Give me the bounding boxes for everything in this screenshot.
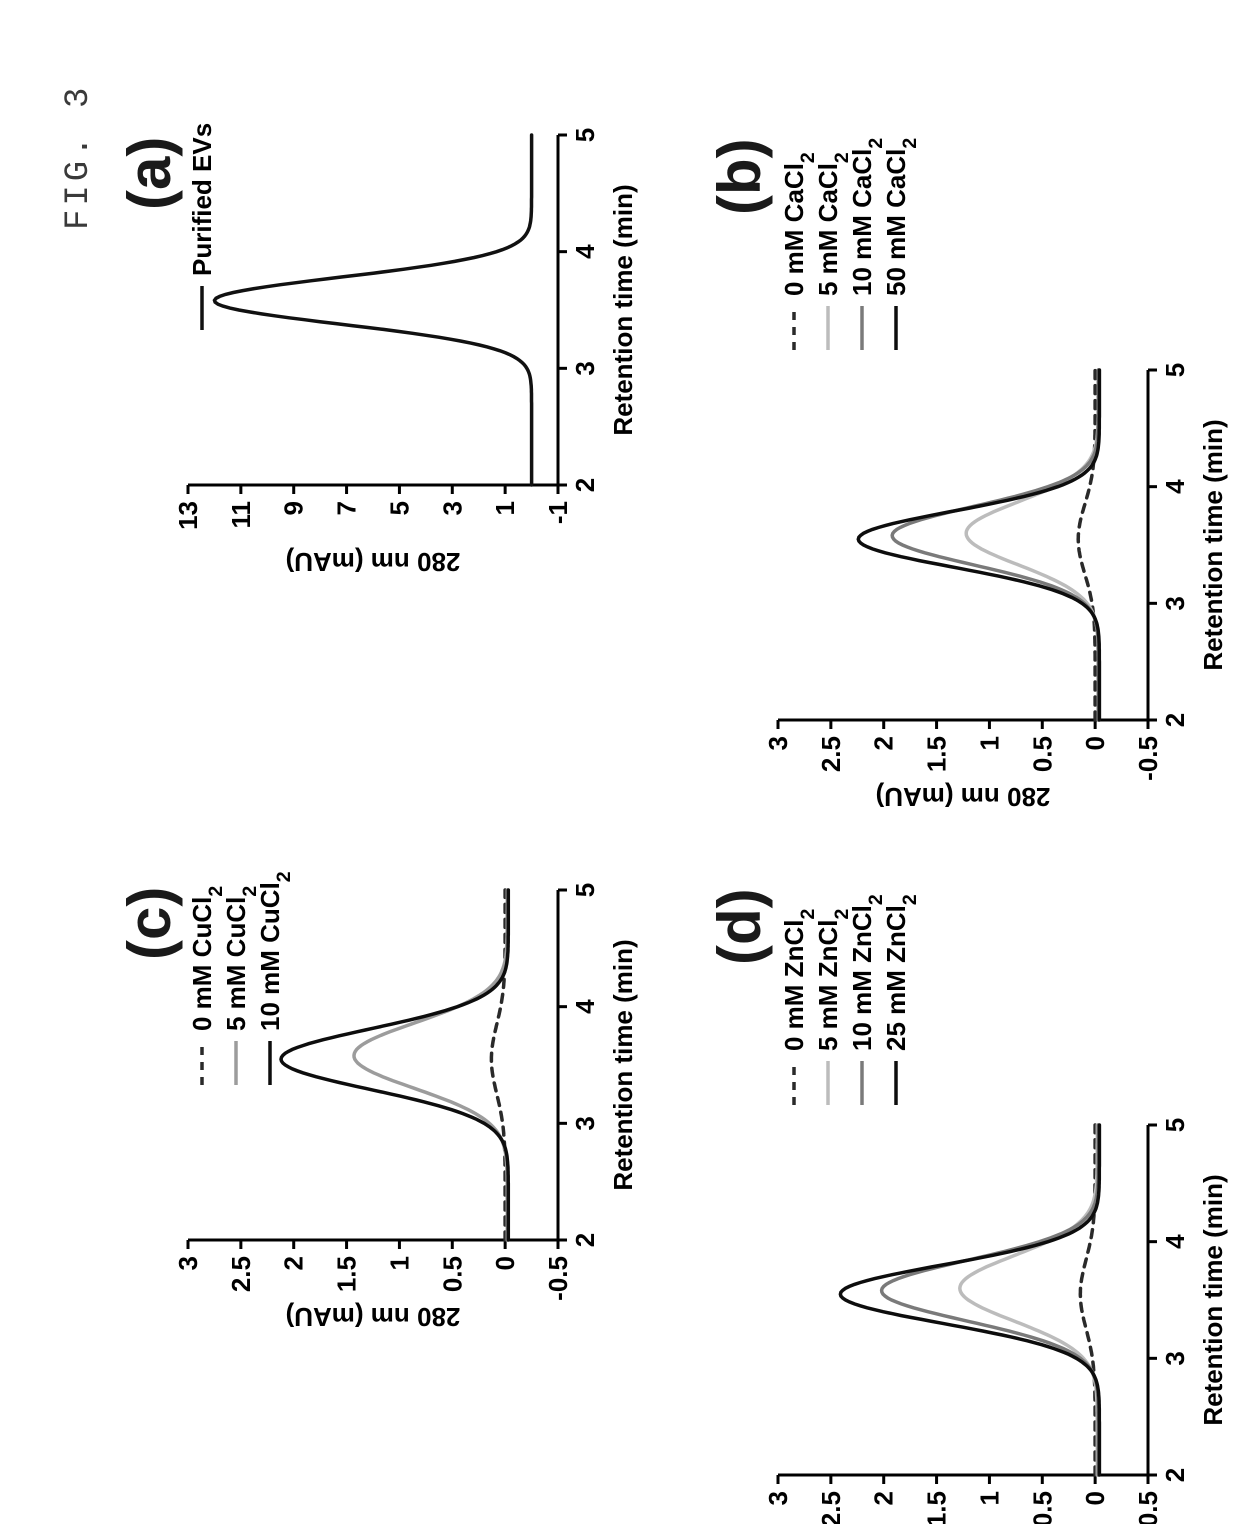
y-tick-label: 1 (974, 1491, 1004, 1505)
series-line-1 (960, 1125, 1098, 1475)
x-tick-label: 5 (1160, 1118, 1190, 1132)
y-tick-label: 2.5 (816, 1491, 846, 1524)
chart-a: -11357911132345280 nm (mAU)Retention tim… (170, 115, 648, 580)
figure-page: FIG. 3 (a) (b) (c) (d) -1135791113234528… (0, 0, 1240, 1524)
y-tick-label: 0 (1080, 736, 1110, 750)
x-tick-label: 2 (570, 1233, 600, 1247)
y-tick-label: -0.5 (1133, 1491, 1163, 1524)
chart-c: -0.5 0 0.5 1 1.5 2 2.5 3 2 3 4 5 280 nm (mAU) Retenti… (170, 870, 648, 1335)
y-tick-label: 1 (384, 1256, 414, 1270)
y-tick-label: 0 (490, 1256, 520, 1270)
chart-svg: -0.5 0 0.5 1 1.5 2 2.5 3 2 3 4 5 280 nm (mAU) Retenti… (760, 115, 1238, 815)
y-tick-label: 1.5 (922, 736, 952, 772)
y-tick-label: 2 (869, 1491, 899, 1505)
y-tick-label: 2 (869, 736, 899, 750)
y-tick-label: 7 (332, 501, 362, 515)
y-tick-label: 9 (279, 501, 309, 515)
y-tick-label: 0.5 (1027, 736, 1057, 772)
y-tick-label: 2 (279, 1256, 309, 1270)
y-tick-label: -1 (543, 501, 573, 524)
y-tick-label: 3 (173, 1256, 203, 1270)
y-tick-label: 2.5 (816, 736, 846, 772)
y-tick-label: 5 (384, 501, 414, 515)
series-line-2 (281, 890, 508, 1240)
y-tick-label: 2.5 (226, 1256, 256, 1292)
x-tick-label: 3 (1160, 596, 1190, 610)
chart-svg: -0.5 0 0.5 1 1.5 2 2.5 3 2 3 4 5 280 nm (mAU) Retenti… (170, 870, 648, 1335)
y-axis-title: 280 nm (mAU) (876, 782, 1051, 812)
series-line-1 (354, 890, 507, 1240)
y-tick-label: 1 (974, 736, 1004, 750)
x-tick-label: 5 (570, 883, 600, 897)
series-line-2 (882, 1125, 1099, 1475)
y-tick-label: 3 (437, 501, 467, 515)
chart-svg: -0.500.511.522.532345280 nm (mAU)Retenti… (760, 870, 1238, 1524)
y-tick-label: 1.5 (922, 1491, 952, 1524)
series-line-2 (892, 370, 1098, 720)
x-tick-label: 4 (1160, 1234, 1190, 1249)
series-line-0 (491, 890, 505, 1240)
figure-label: FIG. 3 (60, 84, 98, 230)
x-tick-label: 2 (1160, 713, 1190, 727)
x-tick-label: 4 (570, 999, 600, 1014)
chart-svg: -11357911132345280 nm (mAU)Retention tim… (170, 115, 648, 580)
series-line-0 (215, 135, 532, 485)
series-line-1 (966, 370, 1098, 720)
series-line-3 (858, 370, 1099, 720)
legend-label: 10 mM CuCl2 (255, 871, 295, 1031)
x-tick-label: 3 (570, 1116, 600, 1130)
legend-label: Purified EVs (187, 123, 217, 276)
y-tick-label: 3 (763, 1491, 793, 1505)
chart-b: -0.5 0 0.5 1 1.5 2 2.5 3 2 3 4 5 280 nm (mAU) Retenti… (760, 115, 1238, 815)
x-tick-label: 3 (1160, 1351, 1190, 1365)
x-axis-title: Retention time (min) (1198, 1174, 1228, 1425)
y-tick-label: 0.5 (1027, 1491, 1057, 1524)
series-line-0 (1078, 370, 1095, 720)
x-tick-label: 4 (570, 244, 600, 259)
chart-d: -0.500.511.522.532345280 nm (mAU)Retenti… (760, 870, 1238, 1524)
x-axis-title: Retention time (min) (608, 184, 638, 435)
y-tick-label: 13 (173, 501, 203, 530)
y-axis-title: 280 nm (mAU) (286, 547, 461, 577)
y-tick-label: -0.5 (1133, 736, 1163, 781)
legend-label: 50 mM CaCl2 (881, 138, 921, 296)
y-tick-label: 3 (763, 736, 793, 750)
y-tick-label: -0.5 (543, 1256, 573, 1301)
x-tick-label: 2 (570, 478, 600, 492)
y-tick-label: 1.5 (332, 1256, 362, 1292)
series-line-0 (1080, 1125, 1095, 1475)
x-tick-label: 4 (1160, 479, 1190, 494)
y-tick-label: 0 (1080, 1491, 1110, 1505)
x-tick-label: 5 (570, 128, 600, 142)
x-axis-title: Retention time (min) (608, 939, 638, 1190)
x-tick-label: 3 (570, 361, 600, 375)
x-tick-label: 5 (1160, 363, 1190, 377)
y-tick-label: 0.5 (437, 1256, 467, 1292)
y-tick-label: 1 (490, 501, 520, 515)
y-axis-title: 280 nm (mAU) (286, 1302, 461, 1332)
x-axis-title: Retention time (min) (1198, 419, 1228, 670)
y-tick-label: 11 (226, 501, 256, 529)
legend-label: 25 mM ZnCl2 (881, 894, 921, 1051)
x-tick-label: 2 (1160, 1468, 1190, 1482)
